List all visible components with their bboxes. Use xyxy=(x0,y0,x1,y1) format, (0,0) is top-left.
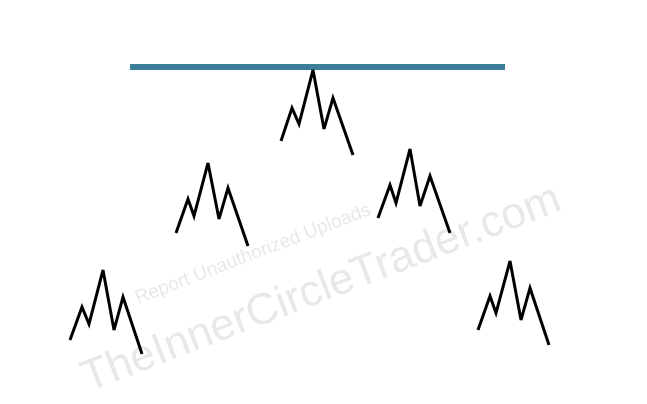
peak-swing-top xyxy=(279,69,355,156)
peak-swing-mid-left xyxy=(174,162,250,247)
peak-swing-bottom-right xyxy=(476,260,551,346)
peak-swing-bottom-left xyxy=(68,269,144,355)
price-swings xyxy=(68,69,551,355)
watermark: Report Unauthorized Uploads TheInnerCirc… xyxy=(74,173,567,401)
peak-swing-mid-right xyxy=(376,148,452,234)
